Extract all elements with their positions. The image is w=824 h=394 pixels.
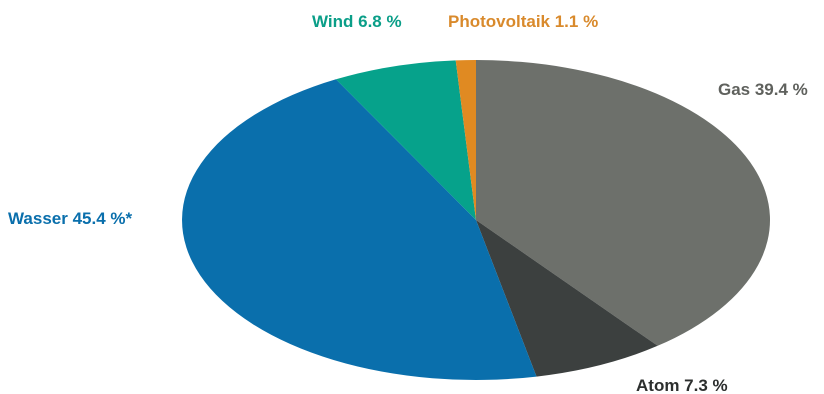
pie-slice-wasser [182, 79, 537, 380]
pie-slice-atom [476, 220, 658, 377]
label-wind: Wind 6.8 % [312, 12, 402, 31]
pie-slice-photovoltaik [455, 60, 476, 220]
pie-slice-wind [335, 60, 476, 220]
label-photovoltaik: Photovoltaik 1.1 % [448, 12, 598, 31]
label-atom: Atom 7.3 % [636, 376, 728, 394]
pie-slice-gas [476, 60, 771, 346]
label-gas: Gas 39.4 % [718, 80, 808, 99]
label-wasser: Wasser 45.4 %* [8, 209, 132, 228]
